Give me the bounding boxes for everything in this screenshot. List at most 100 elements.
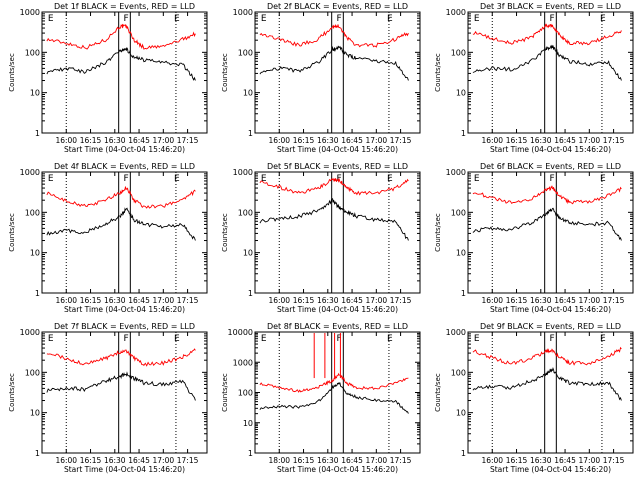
y-tick-label: 100 [25,48,40,57]
x-tick-label: 16:15 [80,456,102,465]
x-tick-label: 17:00 [579,456,601,465]
x-axis-label: Start Time (04-Oct-04 15:46:20) [277,465,398,474]
x-axis-label: Start Time (04-Oct-04 15:46:20) [277,305,398,314]
panel-det-9: Det 9f BLACK = Events, RED = LLD 1 10 100 10… [434,322,634,474]
x-tick-label: 16:15 [293,456,315,465]
x-tick-label: 16:00 [55,456,77,465]
time-marker-label: F [124,334,129,344]
time-marker-label: E [174,14,180,24]
time-marker-label: F [550,334,555,344]
lld-series-line [259,23,409,48]
y-tick-label: 10000 [228,328,253,337]
x-axis-label: Start Time (04-Oct-04 15:46:20) [64,305,185,314]
time-marker-label: E [261,174,267,184]
lld-series-line [46,23,196,50]
panel-title: Det 4f BLACK = Events, RED = LLD [54,162,195,171]
x-tick-label: 16:30 [530,456,552,465]
x-tick-label: 16:30 [317,456,339,465]
x-axis-label: Start Time (04-Oct-04 15:46:20) [490,145,611,154]
plot-frame [254,11,421,134]
x-tick-label: 17:15 [603,456,625,465]
x-tick-label: 17:15 [177,296,199,305]
y-axis-label: Counts/sec [221,213,229,252]
lld-series-line [472,346,622,366]
x-axis-label: Start Time (04-Oct-04 15:46:20) [490,465,611,474]
time-marker-label: F [337,334,342,344]
y-tick-label: 100 [238,208,253,217]
x-tick-label: 16:00 [268,136,290,145]
panel-det-7: Det 7f BLACK = Events, RED = LLD 1 10 100 10… [8,322,208,474]
y-tick-label: 100 [25,368,40,377]
x-tick-label: 17:15 [603,136,625,145]
y-tick-label: 100 [451,208,466,217]
y-tick-label: 1000 [446,328,466,337]
events-series-line [46,207,196,241]
y-tick-label: 1 [248,129,253,138]
x-tick-label: 16:15 [506,456,528,465]
events-series-line [259,198,409,241]
x-tick-label: 16:00 [55,136,77,145]
plot-frame [467,11,634,134]
y-tick-label: 10 [243,249,253,258]
x-tick-label: 17:00 [579,136,601,145]
panel-det-3: Det 3f BLACK = Events, RED = LLD 1 10 100 10… [434,2,634,154]
x-axis-label: Start Time (04-Oct-04 15:46:20) [277,145,398,154]
time-marker-label: F [550,174,555,184]
y-tick-label: 10 [456,409,466,418]
panel-det-1: Det 1f BLACK = Events, RED = LLD 1 10 100 10… [8,2,208,154]
panel-title: Det 9f BLACK = Events, RED = LLD [480,322,621,331]
y-tick-label: 1 [461,449,466,458]
y-tick-label: 1000 [20,328,40,337]
lld-series-line [472,185,622,205]
time-marker-label: F [124,174,129,184]
panel-title: Det 5f BLACK = Events, RED = LLD [267,162,408,171]
events-series-line [259,45,409,81]
x-tick-label: 16:15 [506,136,528,145]
time-marker-label: E [387,174,393,184]
x-tick-label: 16:30 [317,136,339,145]
x-axis-label: Start Time (04-Oct-04 15:46:20) [64,145,185,154]
x-axis-label: Start Time (04-Oct-04 15:46:20) [490,305,611,314]
x-tick-label: 16:30 [317,296,339,305]
y-tick-label: 1000 [20,168,40,177]
plot-frame [41,171,208,294]
x-tick-label: 16:45 [128,296,150,305]
time-marker-label: E [474,14,480,24]
y-tick-label: 10 [243,419,253,428]
x-tick-label: 16:45 [128,456,150,465]
x-tick-label: 17:15 [177,456,199,465]
y-tick-label: 10 [456,89,466,98]
y-tick-label: 10 [30,409,40,418]
y-tick-label: 1000 [446,8,466,17]
y-tick-label: 1000 [446,168,466,177]
time-marker-label: E [387,334,393,344]
y-tick-label: 1000 [233,358,253,367]
lld-series-line [259,372,409,393]
x-tick-label: 17:15 [390,136,412,145]
y-tick-label: 1 [35,129,40,138]
time-marker-label: F [337,14,342,24]
panel-title: Det 2f BLACK = Events, RED = LLD [267,2,408,11]
y-tick-label: 1000 [20,8,40,17]
x-tick-label: 18:00 [268,456,290,465]
x-tick-label: 16:00 [481,296,503,305]
panel-det-6: Det 6f BLACK = Events, RED = LLD 1 10 100 10… [434,162,634,314]
lld-series-line [259,177,409,196]
y-axis-label: Counts/sec [8,373,16,412]
x-tick-label: 17:00 [153,456,175,465]
x-axis-label: Start Time (04-Oct-04 15:46:20) [64,465,185,474]
plot-frame [41,11,208,134]
events-series-line [259,382,409,414]
x-tick-label: 17:15 [177,136,199,145]
x-tick-label: 17:00 [366,136,388,145]
time-marker-label: E [387,14,393,24]
y-tick-label: 100 [238,48,253,57]
panel-det-8: Det 8f BLACK = Events, RED = LLD 1 10 100 10… [221,322,421,474]
x-tick-label: 17:15 [390,456,412,465]
x-tick-label: 17:15 [390,296,412,305]
y-tick-label: 100 [238,389,253,398]
time-marker-label: E [261,334,267,344]
x-tick-label: 17:00 [366,296,388,305]
x-tick-label: 16:00 [481,456,503,465]
time-marker-label: F [124,14,129,24]
